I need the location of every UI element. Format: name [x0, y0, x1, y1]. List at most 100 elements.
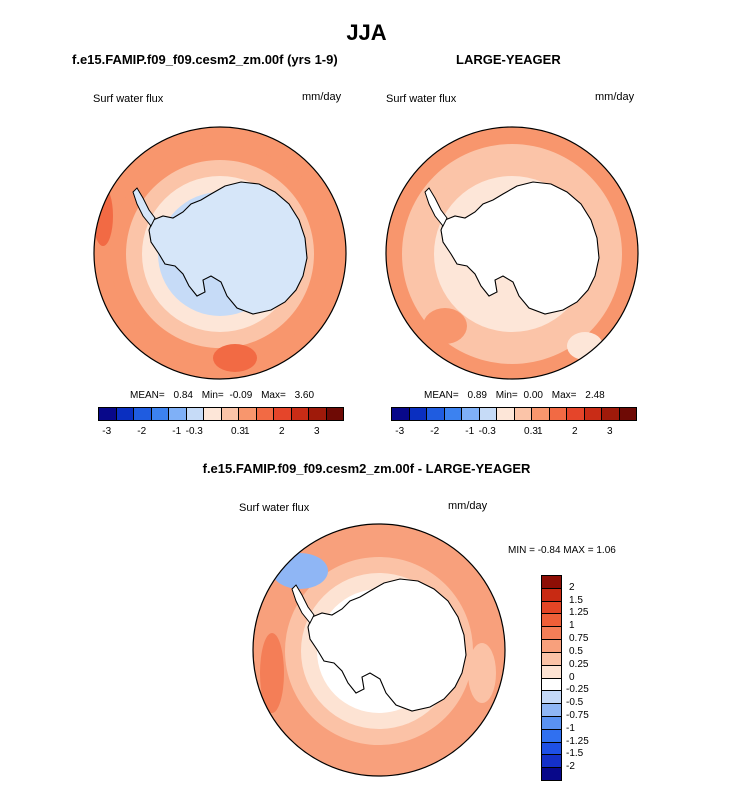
field-anomaly-0	[423, 308, 467, 344]
colorbar-tick: 1	[569, 620, 575, 632]
colorbar-tick: -3	[395, 426, 405, 437]
colorbar-tick: -1.5	[566, 748, 584, 760]
colorbar-cell	[541, 677, 562, 692]
colorbar-cell	[541, 626, 562, 641]
model-mean-label: MEAN=	[130, 390, 165, 401]
diff-colorbar	[541, 575, 562, 781]
colorbar-cell	[391, 407, 410, 421]
colorbar-tick: 3	[606, 426, 613, 437]
colorbar-cell	[273, 407, 292, 421]
colorbar-cell	[308, 407, 327, 421]
colorbar-cell	[541, 651, 562, 666]
colorbar-cell	[583, 407, 602, 421]
colorbar-cell	[541, 613, 562, 628]
colorbar-cell	[461, 407, 480, 421]
colorbar-cell	[541, 690, 562, 705]
model-max: 3.60	[294, 390, 315, 401]
colorbar-cell	[601, 407, 620, 421]
colorbar-cell	[541, 639, 562, 653]
obs-max-label: Max=	[551, 390, 577, 401]
left-case-title: f.e15.FAMIP.f09_f09.cesm2_zm.00f (yrs 1-…	[72, 52, 338, 67]
field-anomaly-0	[213, 344, 257, 372]
obs-min-label: Min=	[495, 390, 518, 401]
colorbar-tick: 0.25	[569, 658, 589, 670]
colorbar-cell	[238, 407, 257, 421]
obs-mean: 0.89	[467, 390, 487, 401]
colorbar-tick: -2	[566, 761, 575, 773]
colorbar-tick: -0.75	[566, 709, 589, 721]
obs-map	[385, 126, 639, 380]
model-colorbar	[98, 407, 344, 421]
model-max-label: Max=	[261, 390, 286, 401]
field-anomaly-1	[260, 633, 284, 713]
obs-mean-label: MEAN=	[424, 390, 459, 401]
diff-var-label: Surf water flux	[239, 502, 310, 514]
colorbar-cell	[566, 407, 585, 421]
colorbar-cell	[168, 407, 187, 421]
diff-colorbar-ticks: 2 1.5 1.25 1 0.75 0.5 0.25 0 -0.25 -0.5 -0.75 -1 -1.…	[566, 575, 616, 780]
colorbar-tick: -1	[172, 426, 182, 437]
obs-colorbar	[391, 407, 637, 421]
colorbar-cell	[325, 407, 344, 421]
colorbar-cell	[133, 407, 152, 421]
colorbar-tick: -0.3	[185, 426, 203, 437]
colorbar-cell	[408, 407, 427, 421]
model-colorbar-ticks: -3 -2 -1 -0.3 0.3 1 2 3	[98, 426, 343, 440]
field-anomaly-2	[297, 172, 329, 200]
colorbar-cell	[478, 407, 497, 421]
colorbar-tick: 0.75	[569, 633, 589, 645]
colorbar-tick: 0.3	[231, 426, 245, 437]
colorbar-cell	[496, 407, 515, 421]
colorbar-tick: -0.5	[566, 697, 584, 709]
colorbar-cell	[541, 767, 562, 781]
colorbar-tick: -1	[566, 722, 575, 734]
colorbar-cell	[203, 407, 222, 421]
diff-case-title: f.e15.FAMIP.f09_f09.cesm2_zm.00f - LARGE…	[202, 461, 531, 476]
colorbar-tick: 1	[243, 426, 250, 437]
colorbar-cell	[115, 407, 134, 421]
field-anomaly-1	[94, 186, 113, 246]
colorbar-cell	[541, 754, 562, 769]
map-border	[385, 126, 639, 380]
colorbar-cell	[513, 407, 532, 421]
model-stats: MEAN= 0.84 Min= -0.09 Max= 3.60	[130, 390, 314, 401]
colorbar-cell	[98, 407, 117, 421]
colorbar-cell	[548, 407, 567, 421]
model-var-label: Surf water flux	[93, 93, 164, 105]
obs-colorbar-ticks: -3 -2 -1 -0.3 0.3 1 2 3	[391, 426, 636, 440]
colorbar-tick: -2	[430, 426, 440, 437]
colorbar-cell	[220, 407, 239, 421]
colorbar-tick: -1.25	[566, 735, 589, 747]
colorbar-tick: 1.5	[569, 594, 583, 606]
antarctica-land	[148, 181, 308, 315]
colorbar-tick: -0.3	[478, 426, 496, 437]
page-title: JJA	[346, 20, 387, 45]
field-anomaly-2	[382, 531, 442, 555]
colorbar-tick: 1	[536, 426, 543, 437]
colorbar-tick: 0.5	[569, 645, 583, 657]
colorbar-cell	[541, 575, 562, 589]
antarctic-peninsula	[291, 584, 315, 624]
colorbar-tick: 1.25	[569, 607, 589, 619]
colorbar-tick: -2	[137, 426, 147, 437]
colorbar-tick: -3	[102, 426, 112, 437]
model-min-label: Min=	[201, 390, 224, 401]
colorbar-cell	[426, 407, 445, 421]
colorbar-cell	[541, 703, 562, 717]
model-min: -0.09	[229, 390, 253, 401]
antarctica-land	[307, 578, 467, 712]
diff-minmax: MIN = -0.84 MAX = 1.06	[508, 545, 616, 556]
antarctic-peninsula	[424, 187, 448, 227]
colorbar-tick: 2	[571, 426, 578, 437]
colorbar-cell	[541, 664, 562, 679]
map-border	[252, 523, 506, 777]
colorbar-tick: 0.3	[524, 426, 538, 437]
colorbar-cell	[541, 715, 562, 730]
colorbar-cell	[185, 407, 204, 421]
colorbar-cell	[531, 407, 550, 421]
diff-units: mm/day	[448, 500, 488, 512]
obs-max: 2.48	[585, 390, 605, 401]
obs-units: mm/day	[595, 91, 635, 103]
antarctic-peninsula	[132, 187, 156, 227]
diff-map	[252, 523, 506, 777]
